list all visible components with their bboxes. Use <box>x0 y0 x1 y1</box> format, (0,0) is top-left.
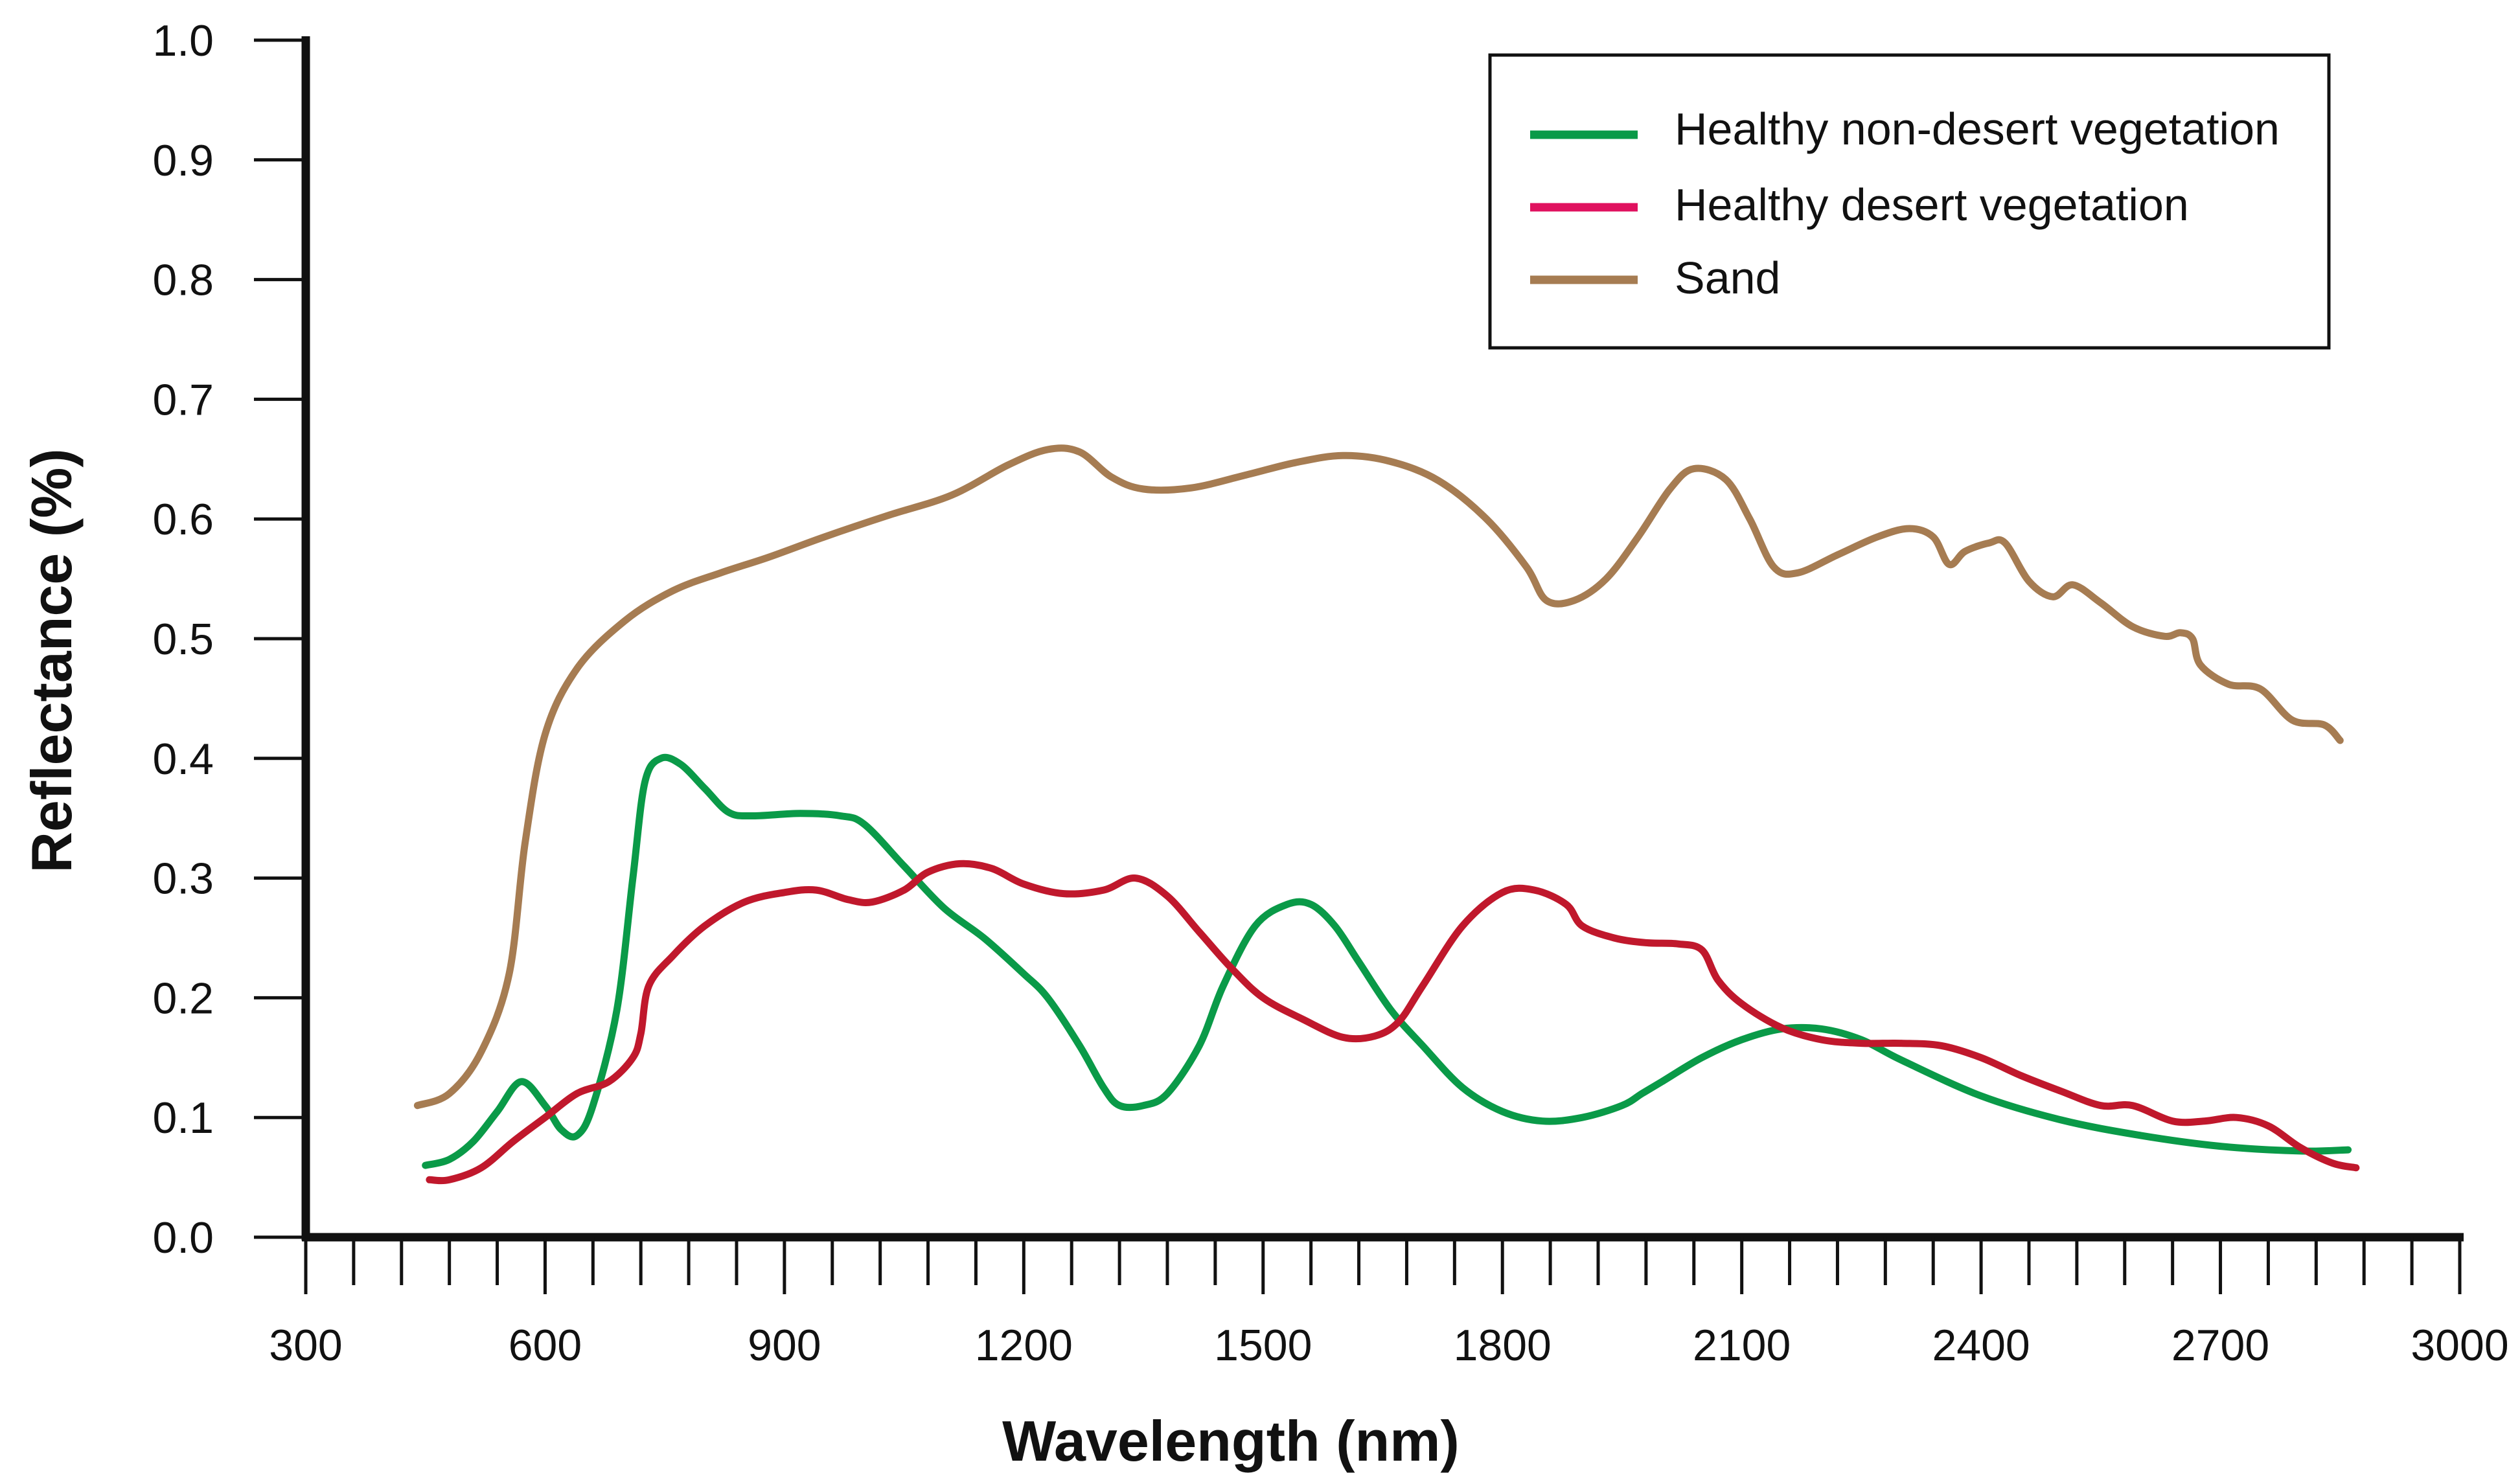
legend-label-sand: Sand <box>1675 253 1780 303</box>
y-tick-label: 0.6 <box>152 495 214 544</box>
series-line-healthy-desert-vegetation <box>426 860 2360 1185</box>
series-line-healthy-non-desert-vegetation <box>422 753 2352 1169</box>
y-tick-label: 0.0 <box>152 1213 214 1262</box>
x-tick-label: 1800 <box>1454 1321 1552 1370</box>
legend: Healthy non-desert vegetation Healthy de… <box>1488 53 2331 350</box>
y-tick-label: 0.9 <box>152 136 214 185</box>
x-axis-title: Wavelength (nm) <box>1002 1409 1460 1473</box>
y-tick-label: 0.1 <box>152 1093 214 1143</box>
legend-box <box>1488 53 2331 350</box>
x-tick-label: 1200 <box>975 1321 1073 1370</box>
series-line-sand <box>413 444 2344 1110</box>
y-tick-label: 0.2 <box>152 974 214 1023</box>
x-tick-label: 2400 <box>1932 1321 2030 1370</box>
y-tick-label: 0.7 <box>152 375 214 424</box>
y-tick-label: 0.4 <box>152 735 214 784</box>
x-tick-label: 900 <box>748 1321 821 1370</box>
y-tick-label: 1.0 <box>152 16 214 65</box>
x-tick-label: 2700 <box>2171 1321 2269 1370</box>
x-axis: 300 600 900 1200 1500 1800 2100 2400 2700 3000 <box>269 1233 2509 1370</box>
y-axis: 0.0 0.1 0.2 0.3 0.4 0.5 0.6 0.7 0.8 0.9 1.0 <box>152 16 310 1262</box>
y-tick-label: 0.3 <box>152 854 214 904</box>
x-tick-label: 600 <box>509 1321 582 1370</box>
x-tick-label: 3000 <box>2411 1321 2508 1370</box>
legend-label-healthy-desert-vegetation: Healthy desert vegetation <box>1675 179 2189 230</box>
x-tick-label: 2100 <box>1693 1321 1791 1370</box>
x-tick-label: 300 <box>269 1321 342 1370</box>
x-tick-label: 1500 <box>1214 1321 1312 1370</box>
y-axis-title: Reflectance (%) <box>19 448 84 873</box>
y-tick-label: 0.8 <box>152 256 214 305</box>
y-tick-label: 0.5 <box>152 615 214 664</box>
series-lines <box>413 444 2360 1185</box>
legend-label-healthy-non-desert-vegetation: Healthy non-desert vegetation <box>1675 104 2280 154</box>
